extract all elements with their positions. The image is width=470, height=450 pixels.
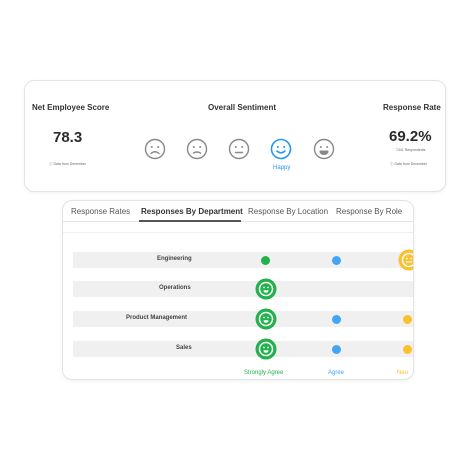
tab-response-by-location[interactable]: Response By Location: [248, 207, 329, 216]
legend-strongly-agree: Strongly Agree: [244, 370, 284, 376]
header-divider: [63, 232, 413, 233]
nes-value: 78.3: [53, 129, 83, 146]
response-rate-note: ⓘ Data from December: [390, 162, 427, 166]
strongly-agree-face-icon[interactable]: [255, 308, 277, 330]
legend-agree: Agree: [328, 370, 345, 376]
strongly-agree-face-icon[interactable]: [255, 338, 277, 360]
response-rate-value: 69.2%: [389, 128, 432, 145]
strongly-agree-dot[interactable]: [261, 256, 270, 265]
selected-sentiment-label: Happy: [273, 165, 291, 171]
neutral-face-icon[interactable]: [398, 249, 413, 271]
table-row: Engineering: [73, 252, 413, 268]
neutral-face-icon[interactable]: [228, 138, 250, 160]
legend-neutral: Neu: [397, 370, 409, 376]
strongly-agree-face-icon[interactable]: [255, 278, 277, 300]
neutral-dot[interactable]: [403, 345, 412, 354]
nes-note: ⓘ Data from December: [49, 162, 86, 166]
summary-card: Net Employee Score 78.3 ⓘ Data from Dece…: [24, 80, 446, 192]
tab-response-rates[interactable]: Response Rates: [71, 207, 131, 216]
agree-dot[interactable]: [332, 315, 341, 324]
table-row: Operations: [73, 281, 413, 297]
respondents-count: 7441 Respondents: [396, 148, 426, 152]
happy-face-icon[interactable]: [270, 138, 292, 160]
tab-response-by-role[interactable]: Response By Role: [336, 207, 403, 216]
nes-title: Net Employee Score: [32, 103, 110, 112]
neutral-dot[interactable]: [403, 315, 412, 324]
frown-face-icon[interactable]: [186, 138, 208, 160]
department-label: Sales: [176, 345, 192, 351]
sentiment-title: Overall Sentiment: [208, 103, 277, 112]
responses-card: Response Rates Responses By Department R…: [62, 200, 414, 380]
response-rate-title: Response Rate: [383, 103, 441, 112]
tab-responses-by-department[interactable]: Responses By Department: [141, 207, 243, 216]
department-label: Operations: [159, 285, 191, 291]
agree-dot[interactable]: [332, 256, 341, 265]
table-row: Product Management: [73, 311, 413, 327]
agree-dot[interactable]: [332, 345, 341, 354]
sad-face-icon[interactable]: [144, 138, 166, 160]
very-happy-face-icon[interactable]: [313, 138, 335, 160]
table-row: Sales: [73, 341, 413, 357]
department-label: Engineering: [157, 256, 192, 262]
active-tab-indicator: [139, 220, 241, 222]
department-label: Product Management: [126, 315, 188, 321]
